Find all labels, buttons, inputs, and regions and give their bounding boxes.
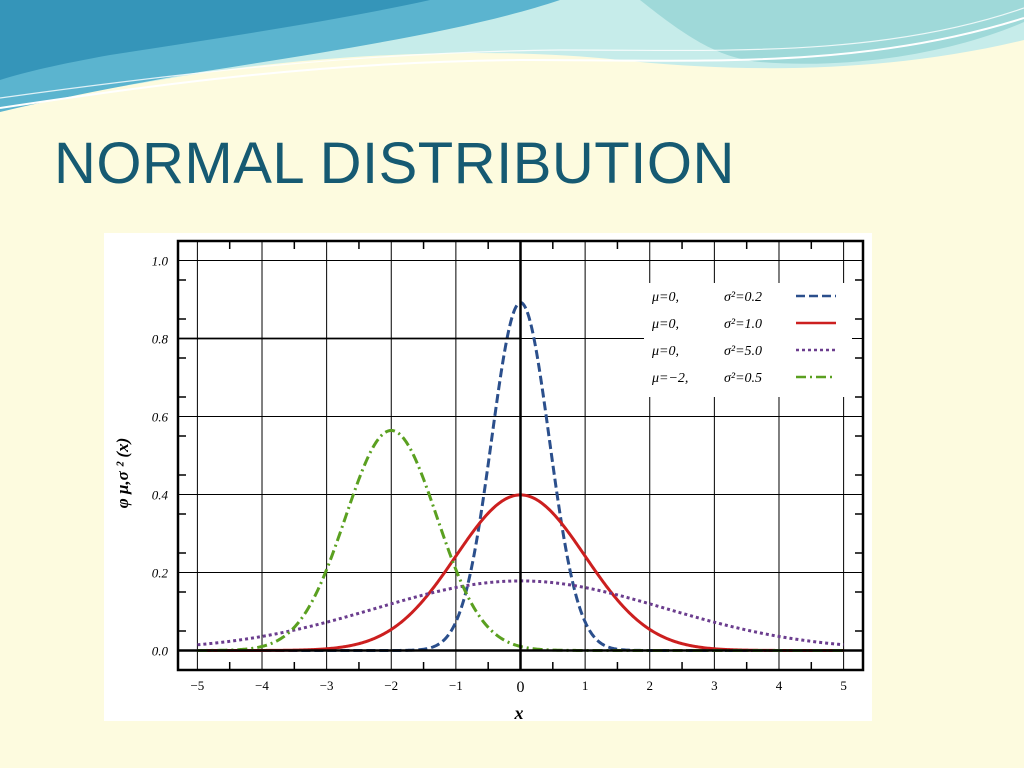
x-tick-label: 1	[582, 678, 589, 693]
y-tick-label: 0.4	[152, 488, 169, 503]
axes: −5 −4 −3 −2 −1 0 1 2 3 4 5 0.0 0.2 0.4 0.6 0.8 1.0	[152, 239, 865, 696]
slide-title: NORMAL DISTRIBUTION	[54, 131, 735, 196]
axis-labels: x φ μ,σ ² (x)	[113, 438, 524, 721]
legend-label-mu: μ=−2,	[651, 371, 688, 386]
y-axis-label: φ μ,σ ² (x)	[113, 438, 132, 508]
legend-label-mu: μ=0,	[651, 317, 679, 332]
legend-label-variance: σ²=5.0	[724, 344, 762, 359]
x-tick-label: −2	[384, 678, 398, 693]
y-tick-label: 0.6	[152, 410, 169, 425]
y-tick-label: 0.0	[152, 644, 169, 659]
y-tick-label: 0.8	[152, 332, 169, 347]
x-tick-label: −5	[190, 678, 204, 693]
wave-line-2	[0, 7, 1024, 99]
chart-svg: −5 −4 −3 −2 −1 0 1 2 3 4 5 0.0 0.2 0.4 0.6 0.8 1.0 μ=0, σ…	[113, 239, 865, 721]
x-tick-label: 0	[517, 679, 525, 696]
legend-label-variance: σ²=0.5	[724, 371, 762, 386]
legend-label-variance: σ²=1.0	[724, 317, 762, 332]
wave-line-1	[0, 17, 1024, 109]
normal-distribution-chart: −5 −4 −3 −2 −1 0 1 2 3 4 5 0.0 0.2 0.4 0.6 0.8 1.0 μ=0, σ…	[104, 233, 872, 721]
wave-top-band	[0, 0, 430, 80]
legend-label-variance: σ²=0.2	[724, 290, 762, 305]
x-tick-label: −1	[449, 678, 463, 693]
legend: μ=0, σ²=0.2 μ=0, σ²=1.0 μ=0, σ²=5.0 μ=−2, σ²=0.…	[644, 283, 852, 397]
header-wave-decoration	[0, 0, 1024, 112]
x-axis-label: x	[514, 703, 524, 721]
legend-label-mu: μ=0,	[651, 290, 679, 305]
x-tick-label: 2	[646, 678, 653, 693]
x-tick-label: −4	[255, 678, 269, 693]
plot-frame	[176, 239, 865, 672]
x-tick-label: 4	[776, 678, 783, 693]
y-tick-label: 1.0	[152, 254, 169, 269]
x-tick-label: 5	[840, 678, 847, 693]
x-tick-label: −3	[320, 678, 334, 693]
y-tick-label: 0.2	[152, 566, 169, 581]
x-tick-label: 3	[711, 678, 718, 693]
legend-label-mu: μ=0,	[651, 344, 679, 359]
wave-right-band	[640, 0, 1024, 64]
